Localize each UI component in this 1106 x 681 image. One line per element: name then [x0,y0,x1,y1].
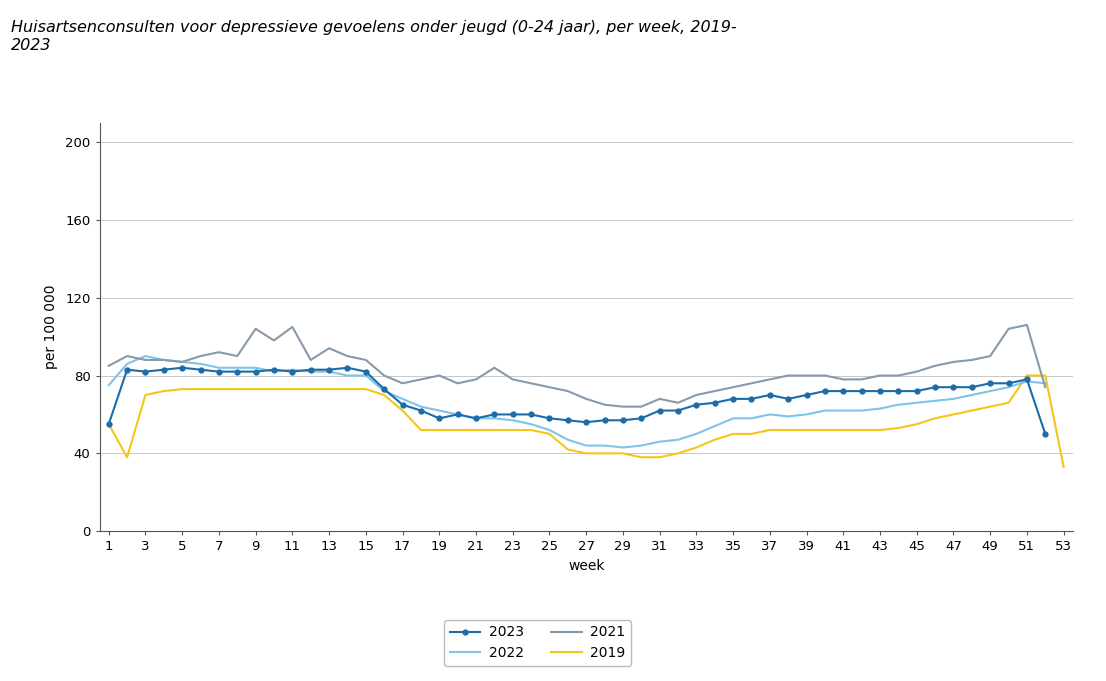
Text: Huisartsenconsulten voor depressieve gevoelens onder jeugd (0-24 jaar), per week: Huisartsenconsulten voor depressieve gev… [11,20,737,53]
X-axis label: week: week [567,559,605,573]
Y-axis label: per 100 000: per 100 000 [44,285,59,369]
Legend: 2023, 2022, 2021, 2019: 2023, 2022, 2021, 2019 [444,620,632,666]
